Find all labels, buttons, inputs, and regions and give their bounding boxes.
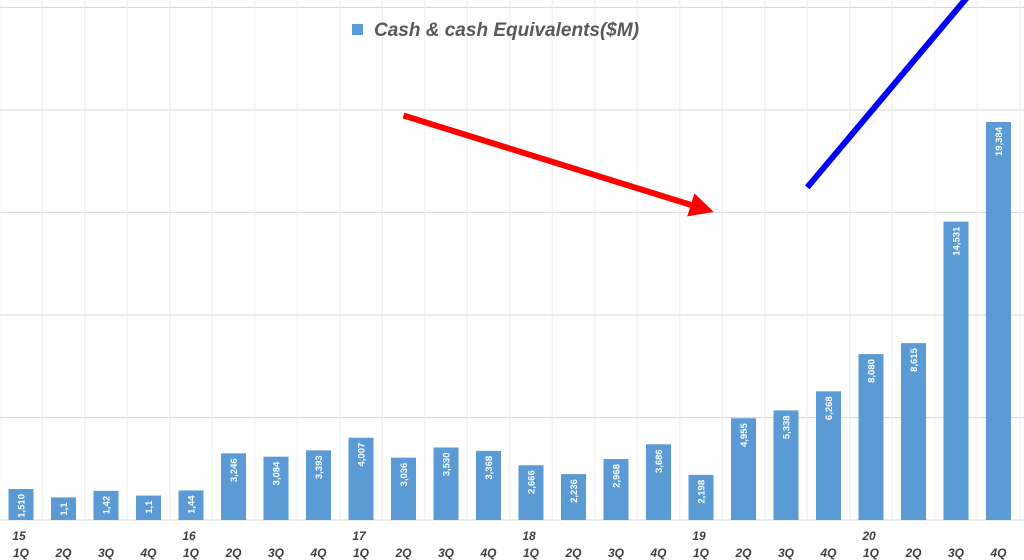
bar [348,437,374,520]
tick-label: 4Q [479,546,497,560]
tick-label: 3Q [778,546,795,560]
tick-label: 2Q [564,546,582,560]
tick-label: 1Q [13,546,30,560]
data-label: 3,036 [399,463,410,487]
data-labels: 1,510 1,1 1,42 1,1 1,44 3,246 3,084 3,393 4,007 3… [17,126,1006,517]
data-label: 1,44 [187,495,198,514]
tick-label: 3Q [948,546,965,560]
tick-label: 2Q [734,546,752,560]
data-label: 8,080 [867,359,878,383]
data-label: 3,084 [272,461,283,485]
year-label: 15 [12,529,26,543]
bar [263,456,289,520]
bar [603,459,629,520]
bar [391,457,416,520]
year-label: 16 [182,529,196,543]
legend: Cash & cash Equivalents($M) [352,20,639,41]
bar [688,474,714,520]
tick-label: 4Q [649,546,667,560]
tick-label: 4Q [309,546,327,560]
tick-label: 2Q [224,546,242,560]
bar [731,418,756,520]
tick-label: 1Q [353,546,370,560]
data-label: 19,384 [994,126,1005,156]
data-label: 5,338 [782,415,793,439]
data-label: 3,246 [229,458,240,482]
data-label: 1,42 [102,496,113,515]
tick-label: 2Q [904,546,922,560]
data-label: 3,393 [314,455,325,479]
legend-swatch [352,24,363,35]
data-label: 3,530 [442,453,453,477]
bar [518,465,544,520]
legend-label: Cash & cash Equivalents($M) [374,20,639,41]
data-label: 14,531 [952,226,963,256]
tick-label: 1Q [693,546,710,560]
tick-label: 4Q [989,546,1007,560]
x-axis-ticks: 1Q 2Q 3Q 4Q 1Q 2Q 3Q 4Q 1Q 2Q 3Q 4Q 1Q 2Q 3Q 4Q 1Q 2Q 3Q 4Q… [12,529,1007,560]
tick-label: 3Q [608,546,625,560]
year-label: 20 [861,529,876,543]
tick-label: 4Q [819,546,837,560]
tick-label: 3Q [98,546,115,560]
tick-label: 3Q [438,546,455,560]
data-label: 2,968 [612,464,623,488]
gridlines [0,0,1024,521]
bar [178,490,204,520]
bar [306,450,331,520]
tick-label: 2Q [54,546,72,560]
data-label: 1,510 [17,494,28,518]
data-label: 1,1 [144,500,155,514]
data-label: 8,615 [909,347,920,371]
data-label: 3,686 [654,449,665,473]
data-label: 4,955 [739,423,750,447]
bar [51,497,76,520]
annotations [402,0,969,217]
data-label: 2,666 [527,470,538,494]
data-label: 1,1 [59,502,70,516]
tick-label: 1Q [523,546,540,560]
tick-label: 1Q [863,546,880,560]
arrow-shaft [402,112,692,208]
bars [8,122,1011,520]
bar [93,490,119,520]
bar [433,447,459,520]
bar [221,453,246,520]
bar [816,391,841,520]
arrow-head [687,193,714,217]
bar [646,444,671,520]
bar [476,450,501,520]
data-label: 2,198 [697,480,708,504]
year-label: 18 [522,529,536,543]
bar [561,474,586,520]
data-label: 2,236 [569,479,580,503]
tick-label: 1Q [183,546,200,560]
tick-label: 2Q [394,546,412,560]
year-label: 19 [692,529,706,543]
year-label: 17 [352,529,367,543]
bar [136,495,161,520]
bar [901,343,926,520]
arrow-shaft [804,0,969,190]
tick-label: 3Q [268,546,285,560]
data-label: 3,368 [484,456,495,480]
bar [858,354,884,520]
bar [773,410,799,520]
data-label: 6,268 [824,396,835,420]
data-label: 4,007 [357,443,368,467]
tick-label: 4Q [139,546,157,560]
bar [986,122,1011,520]
bar [943,221,969,520]
bar [8,488,34,520]
